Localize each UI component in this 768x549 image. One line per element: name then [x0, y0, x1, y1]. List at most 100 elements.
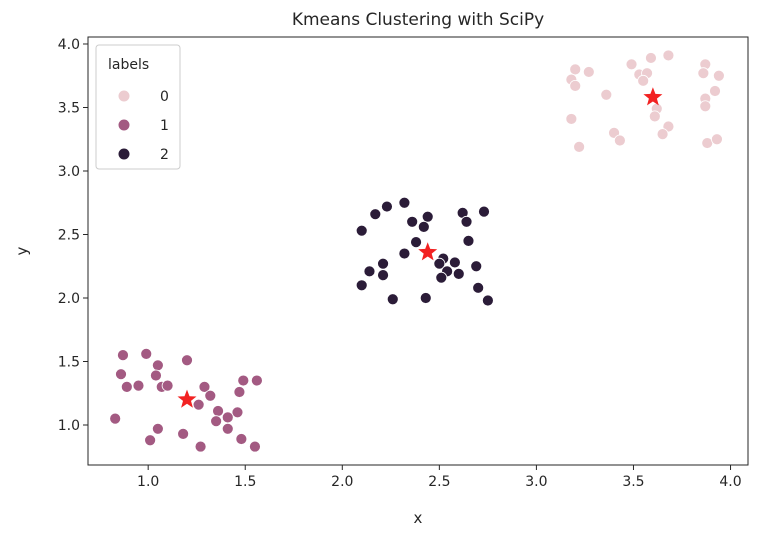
- data-point-label-0: [709, 85, 721, 97]
- x-tick-label: 1.0: [137, 474, 159, 490]
- data-point-label-0: [613, 134, 626, 147]
- data-point-label-2: [478, 205, 490, 218]
- data-point-label-0: [697, 67, 710, 80]
- data-point-label-1: [181, 354, 193, 367]
- y-tick-label: 3.5: [58, 100, 80, 116]
- data-point-label-2: [355, 224, 368, 237]
- centroid-star-marker: [643, 87, 663, 106]
- data-point-label-1: [204, 389, 217, 402]
- legend-label: 0: [160, 89, 169, 105]
- y-tick-label: 4.0: [58, 37, 80, 53]
- data-point-label-1: [177, 427, 190, 440]
- data-point-label-1: [249, 440, 261, 453]
- data-point-label-1: [151, 359, 164, 372]
- data-points: [109, 49, 725, 453]
- data-point-label-1: [221, 422, 234, 435]
- data-point-label-0: [600, 88, 613, 101]
- x-axis-ticks: 1.0 1.5 2.0 2.5 3.0 3.5 4.0: [137, 465, 742, 490]
- plot-area: [87, 36, 749, 466]
- legend-title: labels: [108, 57, 149, 73]
- data-point-label-1: [150, 369, 162, 382]
- y-tick-label: 1.0: [58, 418, 80, 434]
- data-point-label-2: [448, 256, 461, 269]
- data-point-label-2: [462, 234, 475, 247]
- data-point-label-2: [435, 271, 448, 284]
- legend-label: 1: [160, 118, 169, 134]
- data-point-label-2: [452, 267, 465, 280]
- data-point-label-2: [386, 293, 399, 306]
- x-tick-label: 4.0: [719, 474, 741, 490]
- data-point-label-0: [648, 110, 661, 123]
- data-point-label-1: [210, 415, 223, 428]
- data-point-label-0: [662, 49, 675, 62]
- data-point-label-2: [363, 265, 376, 278]
- y-tick-label: 3.0: [58, 164, 80, 180]
- data-point-label-1: [117, 349, 129, 362]
- x-tick-label: 2.5: [428, 474, 450, 490]
- data-point-label-0: [645, 52, 657, 64]
- data-point-label-1: [212, 405, 224, 417]
- legend-marker-0: [117, 89, 131, 103]
- data-point-label-1: [132, 379, 145, 392]
- data-point-label-0: [573, 140, 586, 153]
- x-tick-label: 3.5: [622, 474, 644, 490]
- centroid-star-marker: [177, 389, 197, 408]
- data-point-label-0: [699, 100, 712, 113]
- legend: labels 0 1 2: [95, 44, 181, 170]
- data-point-label-2: [470, 260, 483, 273]
- data-point-label-2: [460, 215, 473, 228]
- data-point-label-1: [144, 434, 157, 447]
- data-point-label-2: [406, 215, 419, 228]
- data-point-label-2: [377, 257, 389, 270]
- data-point-label-2: [472, 281, 485, 294]
- x-tick-label: 2.0: [331, 474, 353, 490]
- data-point-label-1: [231, 406, 244, 419]
- data-point-label-1: [115, 368, 127, 381]
- data-point-label-1: [140, 347, 153, 360]
- data-point-label-1: [250, 374, 263, 387]
- x-tick-label: 3.0: [525, 474, 547, 490]
- data-point-label-1: [237, 374, 250, 387]
- data-point-label-0: [712, 69, 725, 82]
- data-point-label-1: [151, 422, 164, 435]
- data-point-label-1: [221, 411, 234, 424]
- data-point-label-1: [198, 380, 211, 393]
- data-point-label-0: [582, 66, 595, 78]
- data-point-label-0: [637, 74, 650, 87]
- data-point-label-0: [565, 113, 578, 125]
- data-point-label-2: [481, 294, 494, 307]
- legend-marker-1: [117, 118, 131, 132]
- data-point-label-1: [235, 433, 248, 445]
- data-point-label-0: [625, 58, 638, 71]
- chart-title: Kmeans Clustering with SciPy: [292, 10, 544, 30]
- data-point-label-1: [194, 440, 207, 453]
- x-tick-label: 1.5: [234, 474, 256, 490]
- data-point-label-2: [398, 196, 411, 209]
- legend-box: [95, 44, 181, 170]
- data-point-label-2: [398, 247, 411, 260]
- data-point-label-2: [419, 292, 432, 304]
- data-point-label-2: [355, 279, 368, 292]
- data-point-label-1: [109, 412, 122, 425]
- data-point-label-1: [233, 386, 246, 398]
- data-point-label-0: [569, 63, 582, 76]
- data-point-label-2: [410, 236, 422, 249]
- data-point-label-0: [569, 79, 582, 92]
- data-point-label-1: [192, 398, 205, 411]
- data-point-label-2: [369, 208, 382, 221]
- y-axis-label: y: [13, 246, 31, 255]
- y-tick-label: 2.5: [58, 227, 80, 243]
- data-point-label-0: [656, 128, 669, 141]
- y-axis-ticks: 1.0 1.5 2.0 2.5 3.0 3.5 4.0: [58, 37, 88, 434]
- data-point-label-0: [711, 133, 723, 146]
- centroid-star-marker: [418, 242, 438, 261]
- data-point-label-2: [417, 220, 430, 233]
- data-point-label-2: [433, 257, 446, 270]
- legend-marker-2: [117, 147, 131, 161]
- data-point-label-2: [381, 200, 393, 213]
- data-point-label-2: [377, 269, 389, 282]
- x-axis-label: x: [414, 509, 423, 527]
- centroid-markers: [177, 87, 663, 408]
- data-point-label-2: [421, 210, 434, 223]
